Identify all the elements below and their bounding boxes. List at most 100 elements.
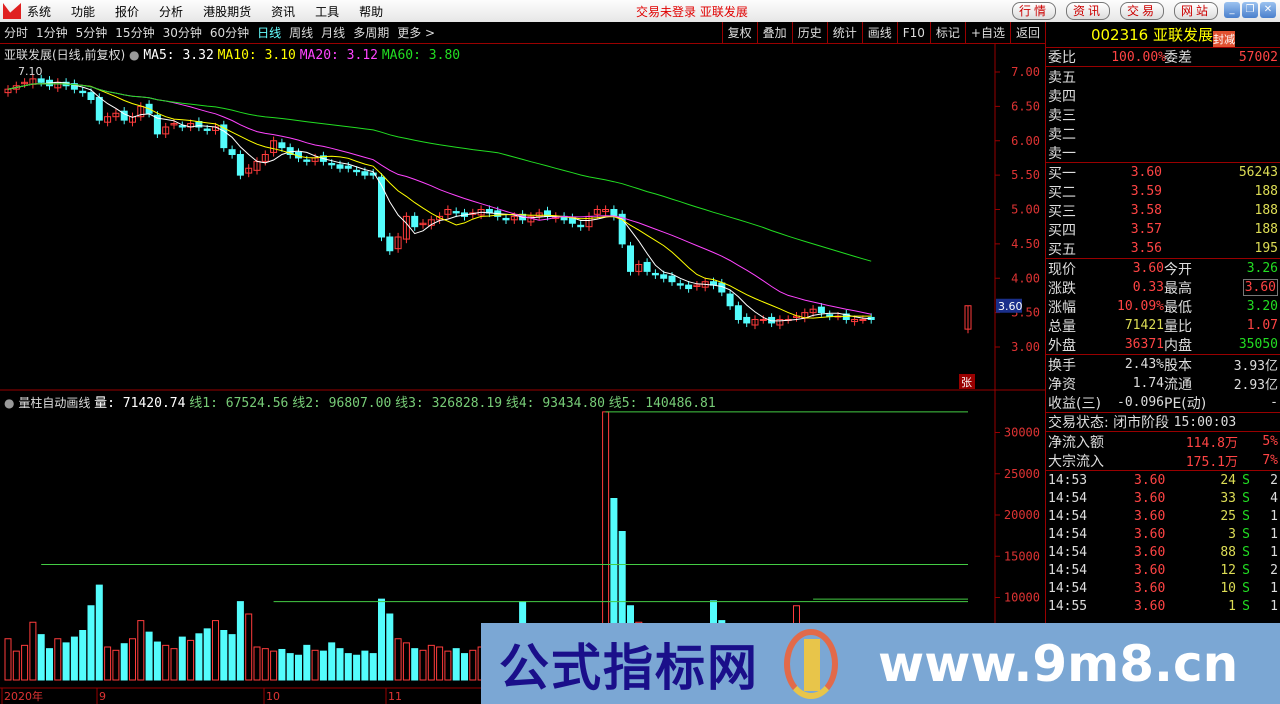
draw-button[interactable]: 画线 xyxy=(861,22,897,44)
candle-body xyxy=(743,316,751,324)
trade-button[interactable]: 交易 xyxy=(1120,2,1164,20)
candle-body xyxy=(261,154,269,162)
menu-item[interactable]: 工具 xyxy=(315,4,340,19)
candle-body xyxy=(344,165,352,169)
fund-label: PE(动) xyxy=(1164,395,1207,412)
adjust-button[interactable]: 复权 xyxy=(721,22,757,44)
line5-value: 线5: 140486.81 xyxy=(608,396,716,411)
fund-label: 净资 xyxy=(1048,376,1076,393)
candle-body xyxy=(734,305,742,320)
flow-row: 净流入额 114.8万 5% xyxy=(1046,432,1280,451)
ma10-line xyxy=(7,83,872,319)
period-tab[interactable]: 30分钟 xyxy=(162,26,202,40)
volume-bar xyxy=(402,642,410,681)
ask-row[interactable]: 卖二 xyxy=(1046,124,1280,143)
candle-body xyxy=(162,126,170,135)
flow-pct: 7% xyxy=(1262,453,1278,468)
menu-item[interactable]: 港股期货 xyxy=(203,4,252,19)
stat-row: 外盘 36371 内盘 35050 xyxy=(1046,335,1280,354)
fund-label: 股本 xyxy=(1164,357,1192,374)
settings-dropdown-icon[interactable]: ● xyxy=(4,396,15,410)
candle-body xyxy=(444,209,452,215)
volume-bar xyxy=(394,638,402,681)
website-button[interactable]: 网站 xyxy=(1174,2,1218,20)
tick-row: 14:54 3.60 3 S 1 xyxy=(1046,525,1280,543)
more-button[interactable]: 更多 > xyxy=(397,26,436,40)
stat-value: 36371 xyxy=(1124,337,1164,352)
candle-body xyxy=(79,90,87,94)
kline-chart[interactable]: 7.006.506.005.505.004.504.003.503.003000… xyxy=(0,44,1045,704)
candle-body xyxy=(87,92,95,100)
menu-item[interactable]: 帮助 xyxy=(359,4,384,19)
bid-row[interactable]: 买二 3.59 188 xyxy=(1046,182,1280,201)
tick-count: 4 xyxy=(1270,490,1278,506)
ask-label: 卖五 xyxy=(1048,69,1076,86)
weibi-label: 委比 xyxy=(1048,50,1076,66)
menu-item[interactable]: 系统 xyxy=(27,4,52,19)
current-price-label: 3.60 xyxy=(998,300,1023,313)
app-logo-icon xyxy=(3,3,21,19)
restore-icon[interactable]: ❐ xyxy=(1242,2,1258,18)
price-tick-label: 4.00 xyxy=(1011,271,1040,285)
stats-button[interactable]: 统计 xyxy=(826,22,862,44)
menu-item[interactable]: 分析 xyxy=(159,4,184,19)
bid-label: 买二 xyxy=(1048,184,1076,201)
period-tab-daily[interactable]: 日线 xyxy=(257,26,282,40)
bid-label: 买五 xyxy=(1048,241,1076,258)
bid-price: 3.56 xyxy=(1130,241,1162,256)
bid-volume: 56243 xyxy=(1238,165,1278,180)
price-tick-label: 6.00 xyxy=(1011,134,1040,148)
candle-body xyxy=(369,172,377,176)
menu-item[interactable]: 功能 xyxy=(71,4,96,19)
add-watchlist-button[interactable]: +自选 xyxy=(964,22,1010,44)
ask-row[interactable]: 卖一 xyxy=(1046,143,1280,162)
menu-item[interactable]: 报价 xyxy=(115,4,140,19)
fund-row: 收益(三) -0.096 PE(动) - xyxy=(1046,393,1280,412)
period-tab[interactable]: 60分钟 xyxy=(209,26,250,40)
period-tab[interactable]: 周线 xyxy=(289,26,314,40)
candle-body xyxy=(452,211,460,214)
candle-body xyxy=(668,275,676,283)
period-tab[interactable]: 5分钟 xyxy=(75,26,108,40)
ask-row[interactable]: 卖四 xyxy=(1046,86,1280,105)
period-tab[interactable]: 分时 xyxy=(4,26,29,40)
tick-price: 3.60 xyxy=(1134,526,1166,542)
candle-body xyxy=(502,217,510,221)
tick-side: S xyxy=(1242,490,1250,506)
period-tab[interactable]: 月线 xyxy=(321,26,346,40)
bid-row[interactable]: 买一 3.60 56243 xyxy=(1046,163,1280,182)
tick-time: 14:54 xyxy=(1048,490,1088,506)
f10-button[interactable]: F10 xyxy=(896,22,930,44)
mark-button[interactable]: 标记 xyxy=(929,22,965,44)
tick-volume: 33 xyxy=(1220,490,1236,506)
back-button[interactable]: 返回 xyxy=(1009,22,1045,44)
period-tab[interactable]: 多周期 xyxy=(353,26,390,40)
market-button[interactable]: 行情 xyxy=(1012,2,1056,20)
bid-row[interactable]: 买三 3.58 188 xyxy=(1046,201,1280,220)
ask-row[interactable]: 卖三 xyxy=(1046,105,1280,124)
bid-row[interactable]: 买四 3.57 188 xyxy=(1046,220,1280,239)
candle-body xyxy=(593,209,601,215)
minimize-icon[interactable]: _ xyxy=(1224,2,1240,18)
bid-row[interactable]: 买五 3.56 195 xyxy=(1046,239,1280,258)
close-icon[interactable]: ✕ xyxy=(1260,2,1276,18)
ma10-label: MA10: 3.10 xyxy=(217,48,296,63)
period-tab[interactable]: 15分钟 xyxy=(115,26,155,40)
menu-bar: 系统 功能 报价 分析 港股期货 资讯 工具 帮助 交易未登录 亚联发展 行情 … xyxy=(0,0,1280,22)
stock-name: 亚联发展 xyxy=(1153,26,1214,44)
settings-dropdown-icon[interactable]: ● xyxy=(129,48,140,62)
menu-item[interactable]: 资讯 xyxy=(271,4,296,19)
line4-value: 线4: 93434.80 xyxy=(505,396,605,411)
news-button[interactable]: 资讯 xyxy=(1066,2,1110,20)
volume-bar xyxy=(129,638,136,681)
tick-price: 3.60 xyxy=(1134,598,1166,614)
overlay-button[interactable]: 叠加 xyxy=(756,22,792,44)
candle-body xyxy=(129,116,136,123)
period-tab[interactable]: 1分钟 xyxy=(36,26,68,40)
history-button[interactable]: 历史 xyxy=(791,22,827,44)
candle-body xyxy=(153,114,161,135)
tick-side: S xyxy=(1242,472,1250,488)
flow-label: 净流入额 xyxy=(1048,434,1104,451)
ask-row[interactable]: 卖五 xyxy=(1046,67,1280,86)
limit-up-text: 张 xyxy=(961,376,972,389)
